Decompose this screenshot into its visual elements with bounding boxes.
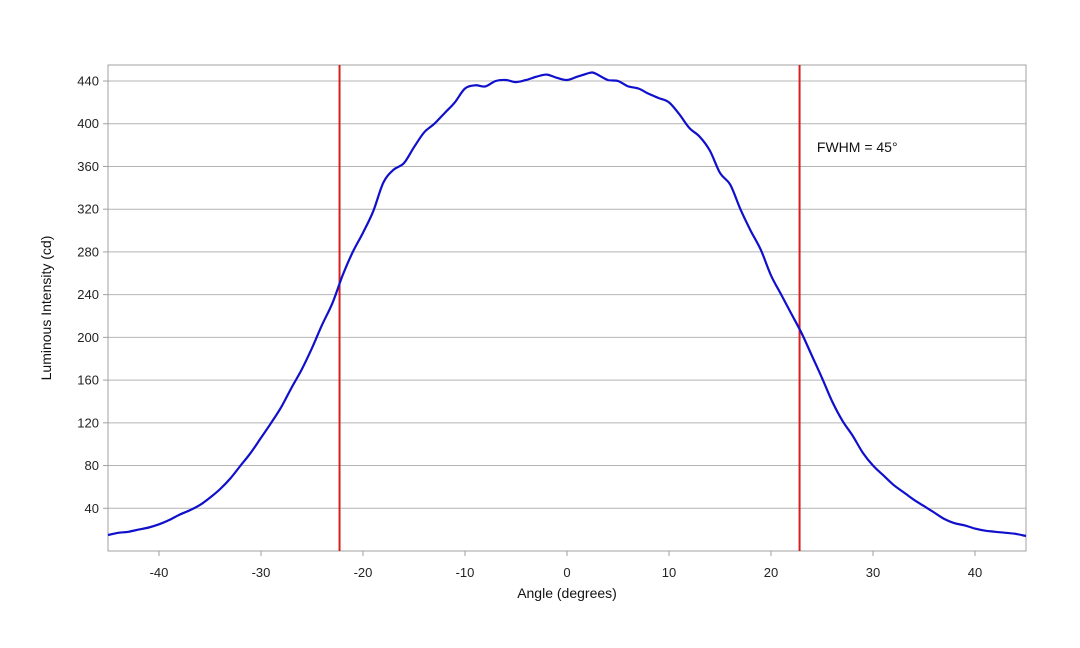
x-tick-label: -10 [456, 565, 475, 580]
y-tick-label: 80 [85, 458, 99, 473]
y-tick-label: 440 [77, 74, 99, 89]
x-tick-label: 20 [764, 565, 778, 580]
x-tick-label: 40 [968, 565, 982, 580]
intensity-series-line [107, 71, 1027, 538]
x-tick-label: 30 [866, 565, 880, 580]
plot-area-frame [107, 64, 1027, 552]
y-axis-title: Luminous Intensity (cd) [38, 236, 54, 381]
y-tick-label: 320 [77, 202, 99, 217]
y-tick-label: 200 [77, 330, 99, 345]
y-tick-label: 160 [77, 373, 99, 388]
y-tick-label: 40 [85, 501, 99, 516]
x-axis-title: Angle (degrees) [517, 585, 617, 601]
x-tick-label: -40 [150, 565, 169, 580]
x-tick-label: -20 [354, 565, 373, 580]
annotations: FWHM = 45° [817, 139, 898, 155]
y-tick-label: 120 [77, 415, 99, 430]
grid-lines [108, 80, 1026, 509]
fwhm-annotation: FWHM = 45° [817, 139, 898, 155]
x-axis-ticks: -40 -30 -20 -10 0 10 20 30 40 [150, 551, 982, 580]
fwhm-marker-lines [338, 65, 801, 551]
x-tick-label: -30 [252, 565, 271, 580]
y-tick-label: 280 [77, 244, 99, 259]
series-group [107, 71, 1027, 538]
y-tick-label: 240 [77, 287, 99, 302]
y-axis-ticks: 40 80 120 160 200 240 280 320 360 400 440 [77, 74, 108, 516]
x-tick-label: 10 [662, 565, 676, 580]
y-tick-label: 360 [77, 159, 99, 174]
x-tick-label: 0 [563, 565, 570, 580]
y-tick-label: 400 [77, 116, 99, 131]
